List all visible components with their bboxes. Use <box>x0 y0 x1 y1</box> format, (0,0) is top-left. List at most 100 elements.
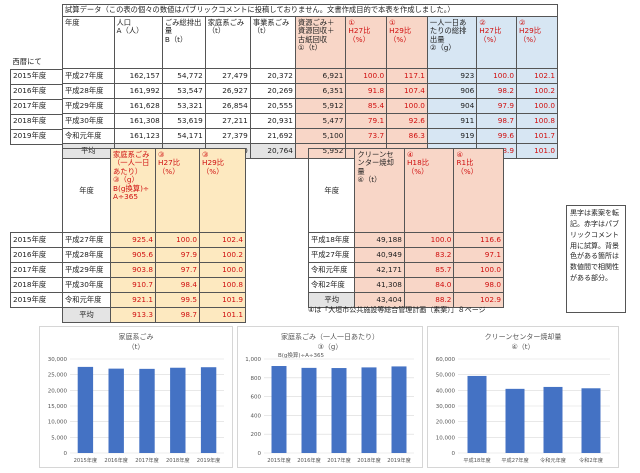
table-cell: 97.9 <box>155 247 200 263</box>
chart-title: クリーンセンター焼却量 <box>485 332 562 341</box>
x-tick-label: 2018年度 <box>166 456 190 464</box>
table-cell: 903.8 <box>110 262 156 278</box>
table-cell: 54,171 <box>161 128 206 144</box>
bar <box>361 367 377 453</box>
column-header: ② H29比 （%） <box>516 16 558 69</box>
table-cell: 平均 <box>62 307 111 323</box>
bar <box>543 386 563 453</box>
table-cell: 904 <box>426 98 478 114</box>
column-header: ごみ総排出量 B（t） <box>161 16 206 69</box>
table-cell <box>11 308 63 323</box>
bar <box>391 366 407 453</box>
column-header: 家庭系ごみ （t） <box>204 16 251 69</box>
table-cell: 101.0 <box>516 143 558 159</box>
table-row: 平成27年度 40,949 83.2 97.1 <box>307 247 504 263</box>
y-tick-label: 10,000 <box>48 420 68 426</box>
table-cell: 2019年度 <box>10 292 63 308</box>
table-cell: 41,308 <box>354 277 405 293</box>
table-row: 2019年度 令和元年度 921.1 99.5 101.9 <box>10 292 246 308</box>
table-row: 2015年度 平成27年度 925.4 100.0 102.4 <box>10 232 246 248</box>
table-cell: 100.2 <box>199 247 246 263</box>
table-cell: 911 <box>426 113 478 129</box>
y-tick-label: 30,000 <box>436 404 456 410</box>
table-cell: 6,351 <box>294 83 347 99</box>
x-tick-label: 平成18年度 <box>463 456 490 464</box>
table-cell: 53,321 <box>161 98 206 114</box>
y-tick-label: 800 <box>251 376 262 382</box>
table-cell: 100.0 <box>345 68 388 84</box>
y-tick-label: 400 <box>251 413 262 419</box>
column-header: 事業系ごみ （t） <box>249 16 296 69</box>
column-header: 一人一日あ たりの総排 出量 ②（g） <box>426 16 478 69</box>
table-cell: 100.0 <box>476 68 518 84</box>
table-cell: 85.4 <box>345 98 388 114</box>
chart-annotation: B(g換算)÷A÷365 <box>278 351 325 359</box>
x-tick-label: 平成27年度 <box>501 456 528 464</box>
y-tick-label: 25,000 <box>48 373 68 379</box>
table-cell: 20,555 <box>249 98 296 114</box>
table-cell: 98.7 <box>155 307 200 323</box>
table-cell: 5,912 <box>294 98 347 114</box>
table-cell: 117.1 <box>386 68 428 84</box>
y-tick-label: 50,000 <box>436 373 456 379</box>
table-row: 平成27年度 162,157 54,772 27,479 20,372 6,921 100.… <box>62 68 558 84</box>
bar <box>170 367 186 453</box>
legend-note: 黒字は素案を転記。赤字はパブリックコメント用に試算。背景色がある箇所は数値間で相… <box>566 205 626 313</box>
table-cell: 84.0 <box>403 277 455 293</box>
chart-title: 家庭系ごみ（一人一日あたり） <box>281 332 379 341</box>
table-cell: 平成27年度 <box>307 247 356 263</box>
table-cell: 161,992 <box>113 83 163 99</box>
table-cell: 平成28年度 <box>62 83 115 99</box>
x-tick-label: 2016年度 <box>297 456 321 464</box>
column-header: 西暦にて <box>12 57 42 67</box>
y-tick-label: 20,000 <box>48 388 68 394</box>
table-row: 令和2年度 41,308 84.0 98.0 <box>307 277 504 293</box>
column-header <box>11 149 63 233</box>
table-cell: 26,854 <box>204 98 251 114</box>
table-cell: 43,404 <box>354 292 405 308</box>
table-main-years: 西暦にて 2015年度 2016年度 2017年度 2018年度 2019年度 <box>10 17 63 145</box>
table-cell: 86.3 <box>386 128 428 144</box>
table-incineration: 年度 クリーンセ ンター焼却量 ④（t） ④ H18比 （%） ④ R1比 （%） 平成18年度 49… <box>307 148 504 308</box>
table-cell: 162,157 <box>113 68 163 84</box>
y-tick-label: 600 <box>251 395 262 401</box>
chart-incineration: クリーンセンター焼却量 ④（t） 0 10,000 20,000 30,000 40,000… <box>436 332 610 464</box>
table-row: 平成18年度 49,188 100.0 116.6 <box>307 232 504 248</box>
table-cell: 102.9 <box>453 292 504 308</box>
y-tick-label: 1,000 <box>245 357 261 363</box>
column-header: 家庭系ごみ （一人一日 あたり） ③（g） B(g換算)÷ A÷365 <box>110 148 156 233</box>
table-cell: 913.3 <box>110 307 156 323</box>
table-cell: 5,100 <box>294 128 347 144</box>
bar <box>200 367 217 453</box>
column-header: 資源ごみ＋ 資源回収＋ 古紙回収 ①（t） <box>294 16 347 69</box>
table-cell: 101.9 <box>199 292 246 308</box>
table-cell: 161,628 <box>113 98 163 114</box>
table-cell: 平成27年度 <box>62 68 115 84</box>
table-cell: 100.0 <box>453 262 504 278</box>
table-cell: 49,188 <box>354 232 405 248</box>
column-header: 年度 <box>307 148 356 233</box>
table-cell: 40,949 <box>354 247 405 263</box>
table-cell: 116.6 <box>453 232 504 248</box>
table-cell: 53,619 <box>161 113 206 129</box>
table-cell: 2016年度 <box>10 247 63 263</box>
y-tick-label: 0 <box>452 451 456 457</box>
table-cell: 921.1 <box>110 292 156 308</box>
table-cell: 令和2年度 <box>307 277 356 293</box>
table-row: 2018年度 平成30年度 910.7 98.4 100.8 <box>10 277 246 293</box>
chart-subtitle: ④（t） <box>511 343 534 351</box>
column-header: 年度 <box>62 148 111 233</box>
y-tick-label: 10,000 <box>436 435 456 441</box>
x-tick-label: 2016年度 <box>104 456 128 464</box>
y-tick-label: 40,000 <box>436 388 456 394</box>
table-row: 2016年度 平成28年度 905.6 97.9 100.2 <box>10 247 246 263</box>
table-row: 令和元年度 42,171 85.7 100.0 <box>307 262 504 278</box>
table-cell: 平均 <box>307 292 356 308</box>
table-cell: 100.0 <box>386 98 428 114</box>
table-cell: 平成28年度 <box>62 247 111 263</box>
chart-title: 家庭系ごみ <box>119 332 154 341</box>
column-header: ④ H18比 （%） <box>403 148 455 233</box>
table-cell: 平成30年度 <box>62 277 111 293</box>
y-tick-label: 0 <box>258 451 262 457</box>
